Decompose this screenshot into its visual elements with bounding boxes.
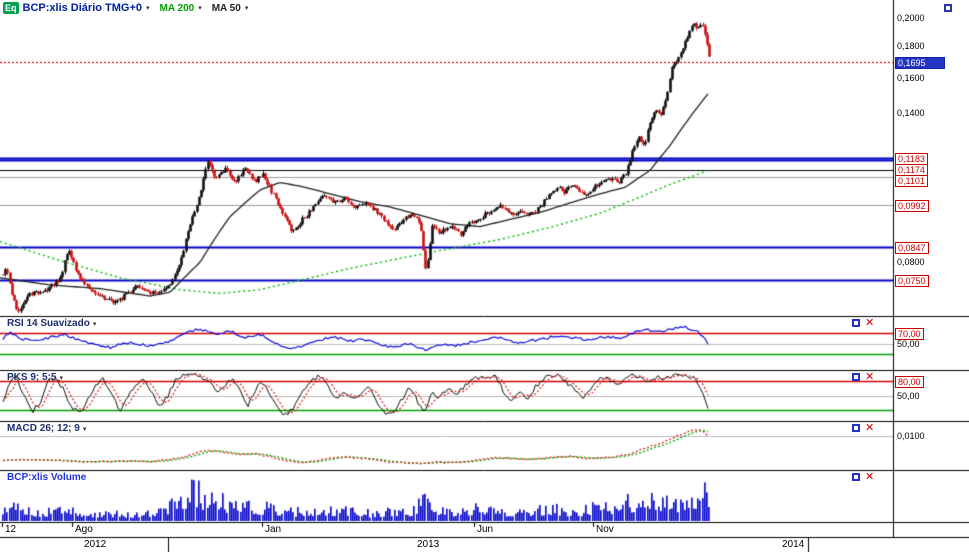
- pks-close-icon[interactable]: ✕: [865, 370, 875, 383]
- macd-axis-label: 0,0100: [897, 430, 925, 441]
- rsi-axis-label[interactable]: 70,00: [895, 328, 924, 341]
- month-label: Jun: [477, 524, 494, 535]
- current-price-label[interactable]: 0,1695: [895, 57, 945, 70]
- macd-close-icon[interactable]: ✕: [865, 421, 875, 434]
- pks-dropdown-icon[interactable]: ▾: [59, 373, 63, 382]
- rsi-panel-controls: ✕: [852, 316, 875, 329]
- pks-axis-label[interactable]: 80,00: [895, 376, 924, 389]
- ma50-label[interactable]: MA 50: [211, 2, 241, 14]
- price-axis-label[interactable]: 0,0750: [895, 274, 929, 287]
- volume-title-text[interactable]: BCP:xlis Volume: [7, 472, 87, 483]
- month-label: 12: [5, 524, 17, 535]
- volume-close-icon[interactable]: ✕: [865, 470, 875, 483]
- ma50-dropdown-icon[interactable]: ▾: [244, 4, 249, 12]
- price-axis-label[interactable]: 0,0992: [895, 200, 929, 213]
- year-label: 2014: [782, 539, 805, 550]
- rsi-dropdown-icon[interactable]: ▾: [92, 319, 97, 328]
- pks-panel-controls: ✕: [852, 370, 875, 383]
- rsi-title-text[interactable]: RSI 14 Suavizado: [7, 318, 90, 329]
- volume-restore-icon[interactable]: [852, 473, 860, 481]
- price-axis-label: 0,0800: [897, 257, 925, 268]
- ma200-label[interactable]: MA 200: [159, 2, 195, 14]
- macd-panel-title: MACD 26; 12; 9 ▾: [7, 423, 86, 434]
- maximize-icon[interactable]: [944, 4, 952, 12]
- rsi-restore-icon[interactable]: [852, 319, 860, 327]
- rsi-panel-title: RSI 14 Suavizado ▾: [7, 318, 96, 329]
- rsi-axis-label: 50,00: [897, 338, 920, 349]
- symbol-label[interactable]: BCP:xlis Diário TMG+0: [22, 2, 143, 14]
- symbol-dropdown-icon[interactable]: ▾: [146, 4, 150, 12]
- month-label: Nov: [596, 524, 614, 535]
- volume-panel-controls: ✕: [852, 470, 875, 483]
- price-axis-label: 0,2000: [897, 13, 925, 24]
- month-label: Ago: [75, 524, 93, 535]
- pks-axis-label: 50,00: [897, 390, 920, 401]
- macd-panel-controls: ✕: [852, 421, 875, 434]
- pks-panel-title: PKS 9; 5;5 ▾: [7, 372, 63, 383]
- volume-panel-title: BCP:xlis Volume: [7, 472, 86, 483]
- year-label: 2013: [417, 539, 440, 550]
- year-label: 2012: [84, 539, 107, 550]
- month-label: Jan: [265, 524, 282, 535]
- macd-title-text[interactable]: MACD 26; 12; 9: [7, 423, 80, 434]
- macd-dropdown-icon[interactable]: ▾: [82, 424, 87, 433]
- price-axis-label[interactable]: 0,1101: [895, 175, 928, 188]
- macd-restore-icon[interactable]: [852, 424, 860, 432]
- price-axis-label[interactable]: 0,0847: [895, 242, 929, 255]
- price-axis-label: 0,1400: [897, 108, 925, 119]
- main-chart-header: Eq BCP:xlis Diário TMG+0 ▾ MA 200 ▾ MA 5…: [3, 2, 248, 14]
- pks-title-text[interactable]: PKS 9; 5;5: [7, 372, 57, 383]
- rsi-close-icon[interactable]: ✕: [865, 316, 875, 329]
- pks-restore-icon[interactable]: [852, 373, 860, 381]
- ma200-dropdown-icon[interactable]: ▾: [198, 4, 202, 12]
- price-axis-label: 0,1600: [897, 72, 925, 83]
- price-axis-label: 0,1800: [897, 41, 925, 52]
- equity-type-badge: Eq: [3, 2, 19, 14]
